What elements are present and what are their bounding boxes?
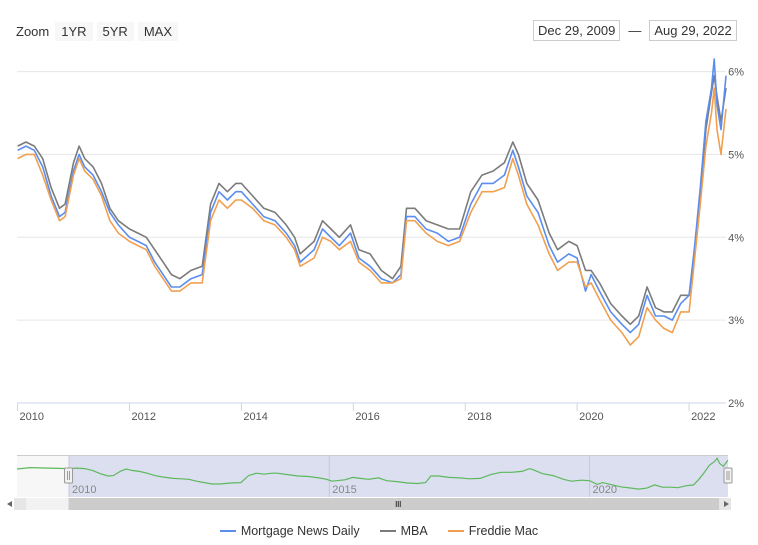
zoom-1yr-button[interactable]: 1YR — [55, 22, 93, 41]
zoom-5yr-button[interactable]: 5YR — [96, 22, 134, 41]
scrollbar-left-button[interactable] — [14, 498, 26, 510]
x-tick-label: 2018 — [467, 411, 491, 423]
date-to-input[interactable]: Aug 29, 2022 — [649, 20, 737, 41]
y-tick-label: 3% — [728, 315, 744, 327]
navigator-unselected-area — [17, 456, 69, 497]
legend-item-mnd[interactable]: Mortgage News Daily — [219, 524, 360, 538]
x-tick-label: 2020 — [579, 411, 603, 423]
legend-item-freddie[interactable]: Freddie Mac — [447, 524, 539, 538]
y-tick-label: 5% — [728, 149, 744, 161]
chart-legend: Mortgage News Daily MBA Freddie Mac — [0, 524, 758, 538]
x-tick-label: 2016 — [355, 411, 379, 423]
main-grid — [17, 71, 726, 321]
legend-label-mba: MBA — [400, 524, 428, 538]
zoom-max-button[interactable]: MAX — [137, 22, 178, 41]
navigator-selection-mask — [68, 456, 728, 497]
navigator-tick-label: 2020 — [593, 484, 617, 496]
legend-swatch-mba — [379, 530, 396, 532]
navigator-left-handle[interactable] — [64, 467, 74, 484]
series-line-mnd — [17, 58, 727, 334]
x-tick-label: 2022 — [691, 411, 715, 423]
date-from-input[interactable]: Dec 29, 2009 — [533, 20, 621, 41]
y-tick-label: 2% — [728, 398, 744, 410]
navigator-tick-label: 2010 — [72, 484, 96, 496]
x-tick-label: 2012 — [131, 411, 155, 423]
legend-item-mba[interactable]: MBA — [379, 524, 428, 538]
navigator[interactable]: 2010 2015 2020 — [7, 455, 733, 511]
y-tick-label: 6% — [728, 67, 744, 79]
legend-label-freddie: Freddie Mac — [468, 524, 539, 538]
series-line-freddie — [17, 87, 727, 346]
scroll-right-arrow-icon — [724, 501, 729, 507]
date-range-selector: Dec 29, 2009 — Aug 29, 2022 — [533, 20, 737, 41]
zoom-toolbar: Zoom 1YR 5YR MAX — [16, 22, 182, 41]
x-tick-label: 2010 — [20, 411, 44, 423]
legend-swatch-freddie — [447, 530, 464, 532]
series-line-mba — [17, 74, 727, 326]
navigator-series-line — [16, 457, 729, 490]
legend-label-mnd: Mortgage News Daily — [240, 524, 360, 538]
date-range-separator: — — [628, 23, 642, 38]
navigator-tick-label: 2015 — [332, 484, 356, 496]
x-tick-label: 2014 — [243, 411, 267, 423]
scroll-left-arrow-icon — [7, 501, 12, 507]
main-axes: 2% 3% 4% 5% 6% 2010 2012 2014 2016 2018 2020 2022 — [17, 67, 744, 423]
legend-swatch-mnd — [219, 530, 236, 532]
y-tick-label: 4% — [728, 232, 744, 244]
zoom-label: Zoom — [16, 24, 50, 39]
navigator-right-handle[interactable] — [723, 467, 733, 484]
main-series — [17, 58, 727, 346]
